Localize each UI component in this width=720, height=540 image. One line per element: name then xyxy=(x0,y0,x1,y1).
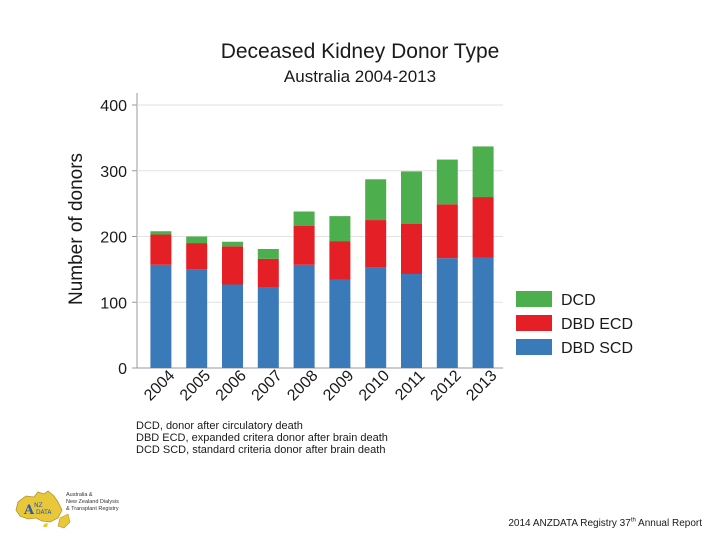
bar-dbd-ecd-2007 xyxy=(257,258,279,288)
footnote-dcd-scd: DCD SCD, standard criteria donor after b… xyxy=(136,444,386,456)
bar-dbd-ecd-2011 xyxy=(401,224,422,274)
bar-dbd-scd-2011 xyxy=(401,273,422,368)
y-axis-label: Number of donors xyxy=(66,153,87,305)
logo-line: & Transplant Registry xyxy=(66,506,119,512)
y-tick-label: 100 xyxy=(100,295,127,312)
legend-label-dcd: DCD xyxy=(561,292,596,309)
bar-dcd-2011 xyxy=(401,171,422,225)
bar-dbd-ecd-2009 xyxy=(329,241,351,280)
bar-dbd-scd-2004 xyxy=(150,264,172,368)
x-tick-label: 2011 xyxy=(392,368,428,404)
logo-line: Australia & xyxy=(66,492,93,498)
bar-dbd-ecd-2013 xyxy=(472,197,494,258)
bar-dbd-scd-2005 xyxy=(186,269,208,368)
x-tick-label: 2010 xyxy=(356,367,393,404)
x-tick-label: 2005 xyxy=(177,367,214,404)
y-tick-label: 300 xyxy=(100,164,127,181)
bar-dcd-2013 xyxy=(472,146,494,198)
legend-swatch-dcd xyxy=(516,291,552,307)
bar-dcd-2008 xyxy=(293,211,315,226)
logo-text: Australia & New Zealand Dialysis & Trans… xyxy=(66,492,119,513)
bar-dcd-2006 xyxy=(222,241,243,247)
bar-dbd-ecd-2004 xyxy=(150,234,172,265)
bar-dcd-2009 xyxy=(329,216,351,242)
x-tick-label: 2004 xyxy=(141,367,178,404)
bar-dcd-2007 xyxy=(257,248,279,259)
svg-text:A: A xyxy=(23,503,35,518)
bar-dbd-scd-2010 xyxy=(365,267,387,368)
x-tick-label: 2009 xyxy=(320,367,357,404)
x-tick-label: 2008 xyxy=(284,367,321,404)
bar-dcd-2005 xyxy=(186,236,208,244)
bar-dbd-scd-2006 xyxy=(222,284,243,368)
x-tick-label: 2007 xyxy=(249,367,286,404)
bar-dbd-scd-2013 xyxy=(472,257,494,368)
svg-text:NZ: NZ xyxy=(34,502,43,509)
bar-dcd-2010 xyxy=(365,179,387,221)
bar-dbd-scd-2007 xyxy=(257,287,279,368)
legend-swatch-dbd-scd xyxy=(516,339,552,355)
footnote-dbd-ecd: DBD ECD, expanded critera donor after br… xyxy=(136,432,388,444)
x-tick-label: 2013 xyxy=(463,367,500,404)
legend-label-dbd-ecd: DBD ECD xyxy=(561,316,633,333)
chart-subtitle: Australia 2004-2013 xyxy=(284,67,436,86)
y-tick-label: 200 xyxy=(100,230,127,247)
bar-dbd-scd-2009 xyxy=(329,279,351,368)
y-tick-label: 400 xyxy=(100,98,127,115)
x-tick-label: 2012 xyxy=(428,367,465,404)
chart-title: Deceased Kidney Donor Type xyxy=(221,40,500,63)
bar-dbd-ecd-2006 xyxy=(222,246,243,285)
report-caption: 2014 ANZDATA Registry 37th Annual Report xyxy=(508,518,702,529)
report-caption-after: Annual Report xyxy=(635,518,702,529)
svg-text:DATA: DATA xyxy=(36,509,52,516)
logo-line: New Zealand Dialysis xyxy=(66,499,119,505)
bar-dbd-ecd-2010 xyxy=(365,220,387,268)
y-tick-label: 0 xyxy=(118,361,127,378)
bar-dbd-scd-2012 xyxy=(436,258,458,368)
legend-label-dbd-scd: DBD SCD xyxy=(561,340,633,357)
legend-swatch-dbd-ecd xyxy=(516,315,552,331)
bar-dbd-ecd-2005 xyxy=(186,243,208,270)
bar-dcd-2012 xyxy=(436,159,458,205)
bar-dbd-ecd-2012 xyxy=(436,204,458,259)
bar-dbd-ecd-2008 xyxy=(293,225,315,265)
x-tick-label: 2006 xyxy=(213,367,250,404)
report-caption-prefix: 2014 ANZDATA Registry 37 xyxy=(508,518,631,529)
bar-dcd-2004 xyxy=(150,231,172,235)
report-caption-suffix: th xyxy=(630,517,636,524)
anzdata-logo-icon: A NZ DATA xyxy=(15,490,71,529)
footnote-dcd: DCD, donor after circulatory death xyxy=(136,420,303,432)
bar-dbd-scd-2008 xyxy=(293,264,315,368)
